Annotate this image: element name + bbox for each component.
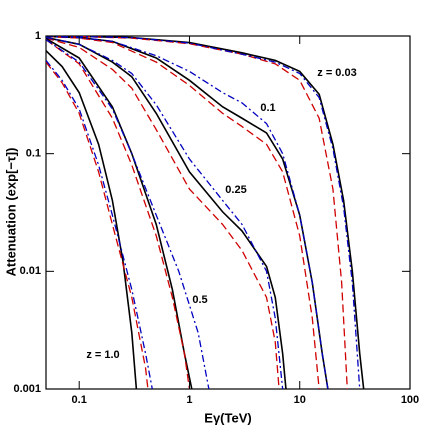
y-tick-label: 0.01 xyxy=(20,265,41,277)
curve xyxy=(46,50,138,389)
x-tick-label: 10 xyxy=(294,394,306,406)
curve xyxy=(46,36,320,389)
curve xyxy=(46,36,287,389)
x-tick-label: 1 xyxy=(186,394,192,406)
curve xyxy=(46,36,329,389)
y-tick-label: 0.1 xyxy=(26,148,41,160)
curve xyxy=(46,61,149,389)
x-tick-label: 0.1 xyxy=(72,394,87,406)
y-axis-label: Attenuation (exp[−τ]) xyxy=(3,148,18,277)
annotation: 0.25 xyxy=(225,184,246,196)
curve xyxy=(46,36,365,389)
y-tick-label: 0.001 xyxy=(13,383,41,395)
annotation: z = 1.0 xyxy=(86,349,119,361)
annotation: z = 0.03 xyxy=(317,67,356,79)
annotation: 0.5 xyxy=(192,294,207,306)
curve xyxy=(46,36,329,389)
y-tick-label: 1 xyxy=(35,30,41,42)
annotation: 0.1 xyxy=(260,102,275,114)
plot-frame xyxy=(45,35,411,390)
curve xyxy=(46,37,280,389)
curve xyxy=(46,39,191,389)
curve xyxy=(46,39,210,389)
curve xyxy=(46,36,348,389)
curve xyxy=(46,36,284,389)
x-tick-label: 100 xyxy=(401,394,419,406)
lines xyxy=(46,36,365,389)
curve xyxy=(46,37,193,389)
curve xyxy=(46,36,361,389)
x-axis-label: Eγ(TeV) xyxy=(204,410,251,425)
curve xyxy=(46,60,153,389)
